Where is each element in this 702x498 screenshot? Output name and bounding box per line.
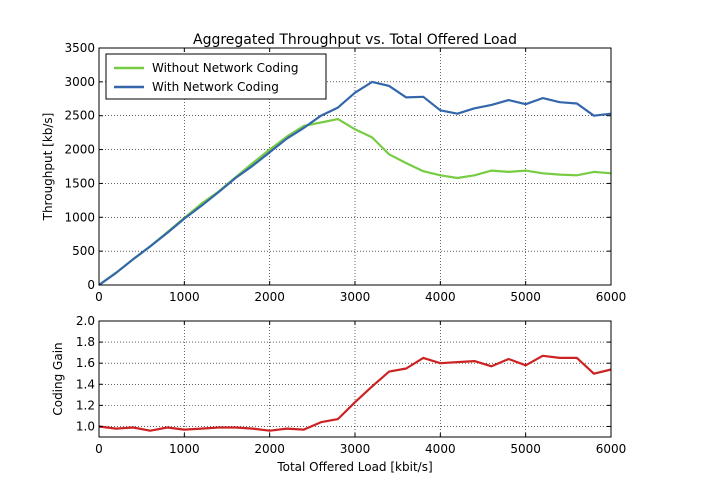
coding-gain-y-axis-label: Coding Gain [51, 342, 65, 415]
coding-gain-y-ticks: 1.0 1.2 1.4 1.6 1.8 2.0 [76, 314, 611, 433]
coding-gain-series [98, 354, 612, 432]
series-line-0-1 [98, 80, 612, 286]
throughput-series [98, 80, 612, 286]
y-tick-label: 2500 [64, 109, 95, 123]
x-tick-label: 6000 [596, 290, 627, 304]
legend-label: With Network Coding [152, 80, 279, 94]
x-axis-label: Total Offered Load [kbit/s] [276, 460, 432, 474]
x-tick-label: 1000 [169, 442, 200, 456]
x-tick-label: 1000 [169, 290, 200, 304]
x-tick-label: 3000 [340, 442, 371, 456]
y-tick-label: 2.0 [76, 314, 95, 328]
x-tick-label: 6000 [596, 442, 627, 456]
y-tick-label: 1.8 [76, 335, 95, 349]
x-tick-label: 0 [95, 442, 103, 456]
x-tick-label: 5000 [510, 442, 541, 456]
legend-label: Without Network Coding [152, 61, 299, 75]
legend: Without Network Coding With Network Codin… [105, 53, 327, 100]
y-tick-label: 1.2 [76, 398, 95, 412]
x-tick-label: 4000 [425, 290, 456, 304]
y-tick-label: 1.4 [76, 377, 95, 391]
legend-box [105, 53, 327, 100]
throughput-x-ticks: 0 1000 2000 3000 4000 5000 6000 [95, 48, 626, 304]
y-tick-label: 1.0 [76, 419, 95, 433]
y-tick-label: 1.6 [76, 356, 95, 370]
y-tick-label: 2000 [64, 143, 95, 157]
y-tick-label: 1000 [64, 210, 95, 224]
chart-title: Aggregated Throughput vs. Total Offered … [193, 32, 517, 48]
x-tick-label: 0 [95, 290, 103, 304]
throughput-y-ticks: 0 500 1000 1500 2000 2500 3000 3500 [64, 41, 611, 292]
x-tick-label: 2000 [254, 442, 285, 456]
throughput-panel: 0 1000 2000 3000 4000 5000 6000 0 500 1000 1500 20… [41, 32, 626, 304]
x-tick-label: 2000 [254, 290, 285, 304]
throughput-y-axis-label: Throughput [kb/s] [41, 113, 55, 222]
x-tick-label: 4000 [425, 442, 456, 456]
y-tick-label: 0 [87, 278, 95, 292]
x-tick-label: 5000 [510, 290, 541, 304]
coding-gain-x-ticks: 0 1000 2000 3000 4000 5000 6000 [95, 321, 626, 456]
y-tick-label: 3000 [64, 75, 95, 89]
y-tick-label: 500 [72, 244, 95, 258]
series-line-1-0 [98, 354, 612, 432]
coding-gain-panel: 0 1000 2000 3000 4000 5000 6000 1.01.21.41.61.… [51, 314, 626, 474]
y-tick-label: 3500 [64, 41, 95, 55]
x-tick-label: 3000 [340, 290, 371, 304]
y-tick-label: 1500 [64, 176, 95, 190]
